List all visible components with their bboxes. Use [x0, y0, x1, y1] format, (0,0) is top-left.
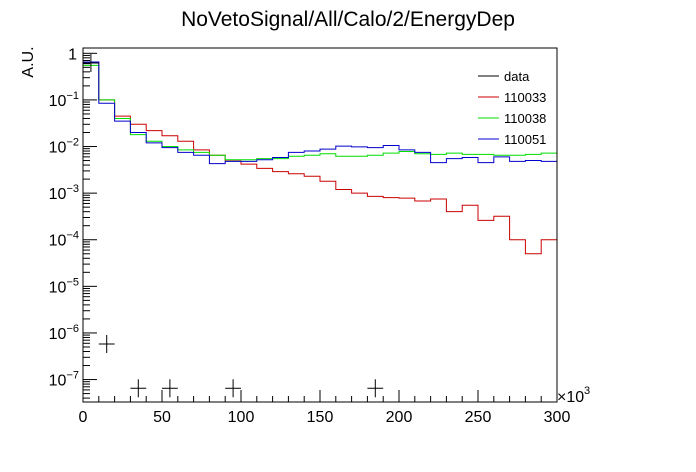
data-point [83, 53, 99, 72]
y-tick-label: 10−4 [49, 230, 79, 250]
legend-item: data [478, 69, 530, 84]
y-axis: 10−7 10−6 10−5 10−4 10−3 10−2 10−1 1 [49, 46, 97, 399]
legend-label: 110033 [504, 90, 546, 105]
data-point [162, 379, 178, 398]
y-tick-label: 10−2 [49, 137, 79, 157]
x-multiplier-exponent: 3 [584, 385, 590, 397]
y-axis-label: A.U. [20, 46, 37, 77]
x-axis: 0 50 100 150 200 250 300 [79, 390, 571, 426]
series-110051-line [82, 61, 558, 402]
x-tick-label: 0 [79, 409, 88, 426]
data-point [367, 379, 384, 398]
chart-title: NoVetoSignal/All/Calo/2/EnergyDep [181, 8, 515, 31]
legend-item: 110051 [478, 132, 546, 147]
series-110038-line [82, 64, 558, 402]
histograms [82, 61, 558, 402]
y-tick-label: 10−7 [49, 370, 79, 390]
y-tick-label: 1 [68, 46, 77, 63]
data-point [98, 334, 115, 353]
x-tick-label: 150 [307, 409, 334, 426]
y-tick-label: 10−3 [49, 183, 79, 203]
legend-item: 110038 [478, 111, 546, 126]
y-tick-label: 10−1 [49, 90, 79, 110]
x-tick-label: 300 [544, 409, 571, 426]
legend-label: data [504, 69, 530, 84]
x-tick-label: 100 [228, 409, 255, 426]
data-point [130, 379, 147, 398]
data-point [225, 379, 241, 398]
y-tick-label: 10−6 [49, 323, 79, 343]
legend-label: 110051 [504, 132, 546, 147]
legend: data 110033 110038 110051 [478, 69, 546, 147]
x-tick-label: 250 [465, 409, 492, 426]
x-axis-multiplier: ×10 3 [557, 385, 590, 406]
x-tick-label: 200 [386, 409, 413, 426]
x-multiplier-base: ×10 [557, 389, 584, 406]
plot-frame [82, 47, 558, 403]
legend-item: 110033 [478, 90, 546, 105]
legend-label: 110038 [504, 111, 546, 126]
series-110033-line [82, 61, 558, 402]
x-tick-label: 50 [153, 409, 171, 426]
data-points [83, 53, 384, 398]
y-tick-label: 10−5 [49, 276, 79, 296]
